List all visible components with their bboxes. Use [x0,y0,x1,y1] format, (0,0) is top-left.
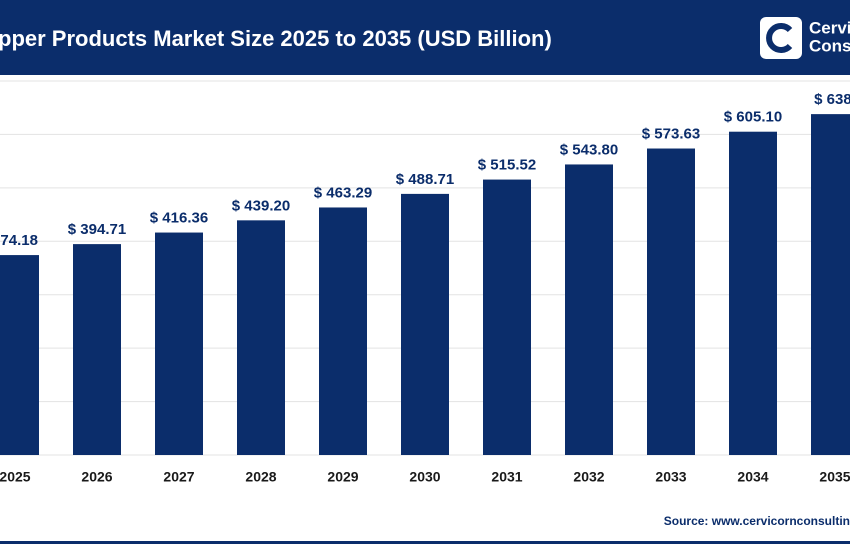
value-label: $ 573.63 [642,125,700,142]
logo-text: Consu [809,36,850,55]
value-label: $ 543.80 [560,141,618,158]
value-label: $ 488.71 [396,171,454,188]
x-tick-label: 2029 [327,469,358,485]
x-tick-label: 2033 [655,469,686,485]
value-label: $ 605.10 [724,109,782,126]
bar [729,131,777,455]
bar [565,164,613,455]
value-label: $ 439.20 [232,197,290,214]
bar [483,179,531,455]
x-tick-label: 2026 [81,469,112,485]
value-label: $ 463.29 [314,184,372,201]
bar [647,148,695,455]
logo-mark [766,23,793,53]
bar [73,244,121,455]
logo-text: Cervic [809,18,850,37]
value-label: $ 416.36 [150,210,208,227]
plot-area: 374.18 2025 $ 394.71 2026 $ 416.36 2027 $ 439.… [0,80,850,485]
x-tick-label: 2030 [409,469,440,485]
value-label: $ 515.52 [478,157,536,174]
x-tick-label: 2031 [491,469,522,485]
footer-line [0,541,850,544]
chart-title: pper Products Market Size 2025 to 2035 (… [0,26,552,51]
x-tick-label: 2027 [163,469,194,485]
x-tick-label: 2034 [737,469,768,485]
header-band [0,0,850,75]
bar [155,232,203,455]
bar [0,255,39,455]
bar [319,207,367,455]
value-label: 374.18 [0,232,38,249]
bar [401,193,449,455]
x-tick-label: 2032 [573,469,604,485]
source-note: Source: www.cervicornconsultin [664,514,850,528]
x-tick-label: 2025 [0,469,31,485]
value-label: $ 638. [814,91,850,108]
bar [237,220,285,455]
bar [811,114,850,455]
x-tick-label: 2028 [245,469,276,485]
x-tick-label: 2035 [819,469,850,485]
value-label: $ 394.71 [68,221,126,238]
